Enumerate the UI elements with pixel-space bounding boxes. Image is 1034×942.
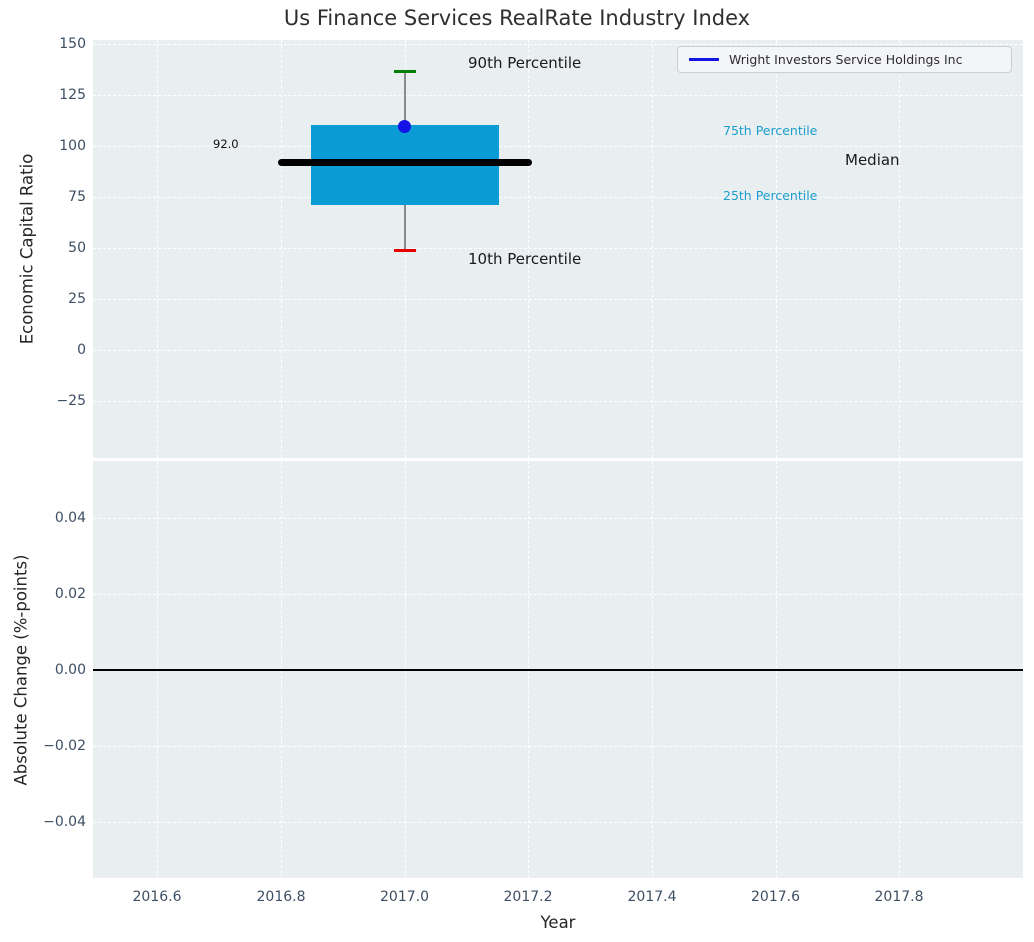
x-tick-label: 2017.4	[627, 889, 677, 905]
y-tick-label: 100	[59, 138, 86, 154]
p90-annotation: 90th Percentile	[468, 54, 582, 72]
x-tick-label: 2016.8	[256, 889, 306, 905]
chart-title: Us Finance Services RealRate Industry In…	[283, 6, 751, 30]
p10-cap	[394, 249, 416, 252]
gridline	[93, 670, 1023, 671]
y-tick-label: 0.02	[54, 586, 86, 602]
y-tick-label: 150	[59, 36, 86, 52]
legend: Wright Investors Service Holdings Inc	[677, 46, 1012, 73]
x-tick-label: 2017.2	[503, 889, 553, 905]
median-value-label: 92.0	[213, 137, 239, 151]
gridline	[93, 350, 1023, 351]
gridline	[93, 248, 1023, 249]
gridline	[93, 594, 1023, 595]
bottom-plot-area	[93, 461, 1023, 878]
gridline	[93, 746, 1023, 747]
x-tick-label: 2017.6	[751, 889, 800, 905]
y-tick-label: 0.00	[54, 662, 86, 678]
y-tick-label: 25	[68, 291, 86, 307]
median-annotation: Median	[845, 151, 900, 169]
y-tick-label: 50	[68, 240, 86, 256]
y-tick-label: −25	[56, 393, 86, 409]
y-tick-label: −0.02	[43, 738, 86, 754]
x-axis-label: Year	[540, 913, 576, 932]
y-tick-label: 75	[68, 189, 86, 205]
y-tick-label: 0	[77, 342, 86, 358]
gridline	[93, 197, 1023, 198]
y-tick-label: 125	[59, 87, 86, 103]
top-plot-area: 92.0 90th Percentile 10th Percentile 75t…	[93, 40, 1023, 458]
gridline	[899, 40, 900, 458]
p90-cap	[394, 70, 416, 73]
p75-annotation: 75th Percentile	[723, 123, 818, 138]
gridline	[157, 40, 158, 458]
x-tick-label: 2017.0	[380, 889, 429, 905]
gridline	[93, 44, 1023, 45]
gridline	[528, 40, 529, 458]
gridline	[281, 40, 282, 458]
y-tick-label: −0.04	[43, 814, 86, 830]
gridline	[93, 146, 1023, 147]
gridline	[652, 40, 653, 458]
gridline	[93, 401, 1023, 402]
x-tick-label: 2016.6	[132, 889, 182, 905]
legend-label: Wright Investors Service Holdings Inc	[729, 52, 963, 67]
y-tick-label: 0.04	[54, 510, 86, 526]
gridline	[775, 40, 777, 458]
p25-annotation: 25th Percentile	[723, 188, 818, 203]
p10-annotation: 10th Percentile	[468, 250, 582, 268]
company-marker	[398, 120, 411, 133]
median-line	[278, 159, 532, 166]
gridline	[93, 299, 1023, 300]
gridline	[93, 518, 1023, 519]
gridline	[93, 95, 1023, 96]
gridline	[93, 822, 1023, 823]
zero-line	[93, 669, 1023, 671]
legend-line-swatch-icon	[689, 58, 719, 61]
x-tick-label: 2017.8	[874, 889, 924, 905]
